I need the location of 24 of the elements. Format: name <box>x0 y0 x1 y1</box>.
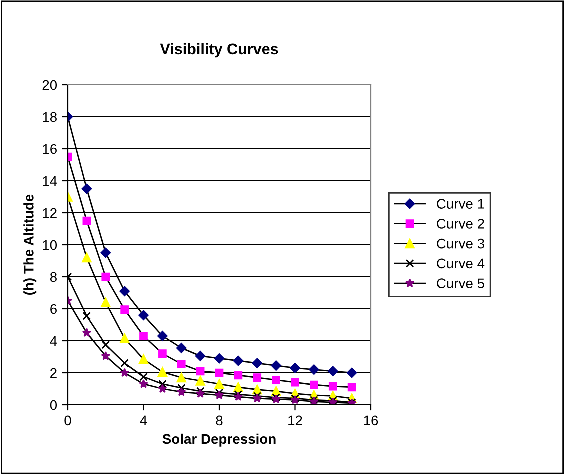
x-tick-label: 0 <box>64 416 72 426</box>
y-tick-label: 2 <box>50 368 57 378</box>
y-tick-label: 6 <box>50 304 57 314</box>
x-tick-label: 16 <box>364 416 378 426</box>
x-tick-label: 4 <box>140 416 148 426</box>
y-tick-label: 12 <box>43 208 57 218</box>
x-tick-label: 8 <box>216 416 223 426</box>
y-tick-label: 8 <box>50 272 57 282</box>
y-tick-label: 14 <box>43 176 58 186</box>
y-tick-label: 0 <box>50 400 58 410</box>
legend-label: Curve 5 <box>437 278 484 289</box>
x-axis-title: Solar Depression <box>162 434 276 447</box>
y-axis-title: (h) The Altitude <box>24 194 37 295</box>
chart-title: Visibility Curves <box>160 43 278 58</box>
y-tick-label: 16 <box>43 144 57 154</box>
legend-label: Curve 1 <box>437 199 484 209</box>
y-tick-label: 18 <box>43 112 57 122</box>
legend-label: Curve 2 <box>437 219 484 229</box>
x-tick-label: 12 <box>288 416 302 426</box>
legend-label: Curve 4 <box>437 258 485 269</box>
y-tick-label: 20 <box>42 80 58 90</box>
legend-label: Curve 3 <box>437 238 484 249</box>
y-tick-label: 10 <box>43 240 58 250</box>
y-tick-label: 4 <box>50 336 58 346</box>
